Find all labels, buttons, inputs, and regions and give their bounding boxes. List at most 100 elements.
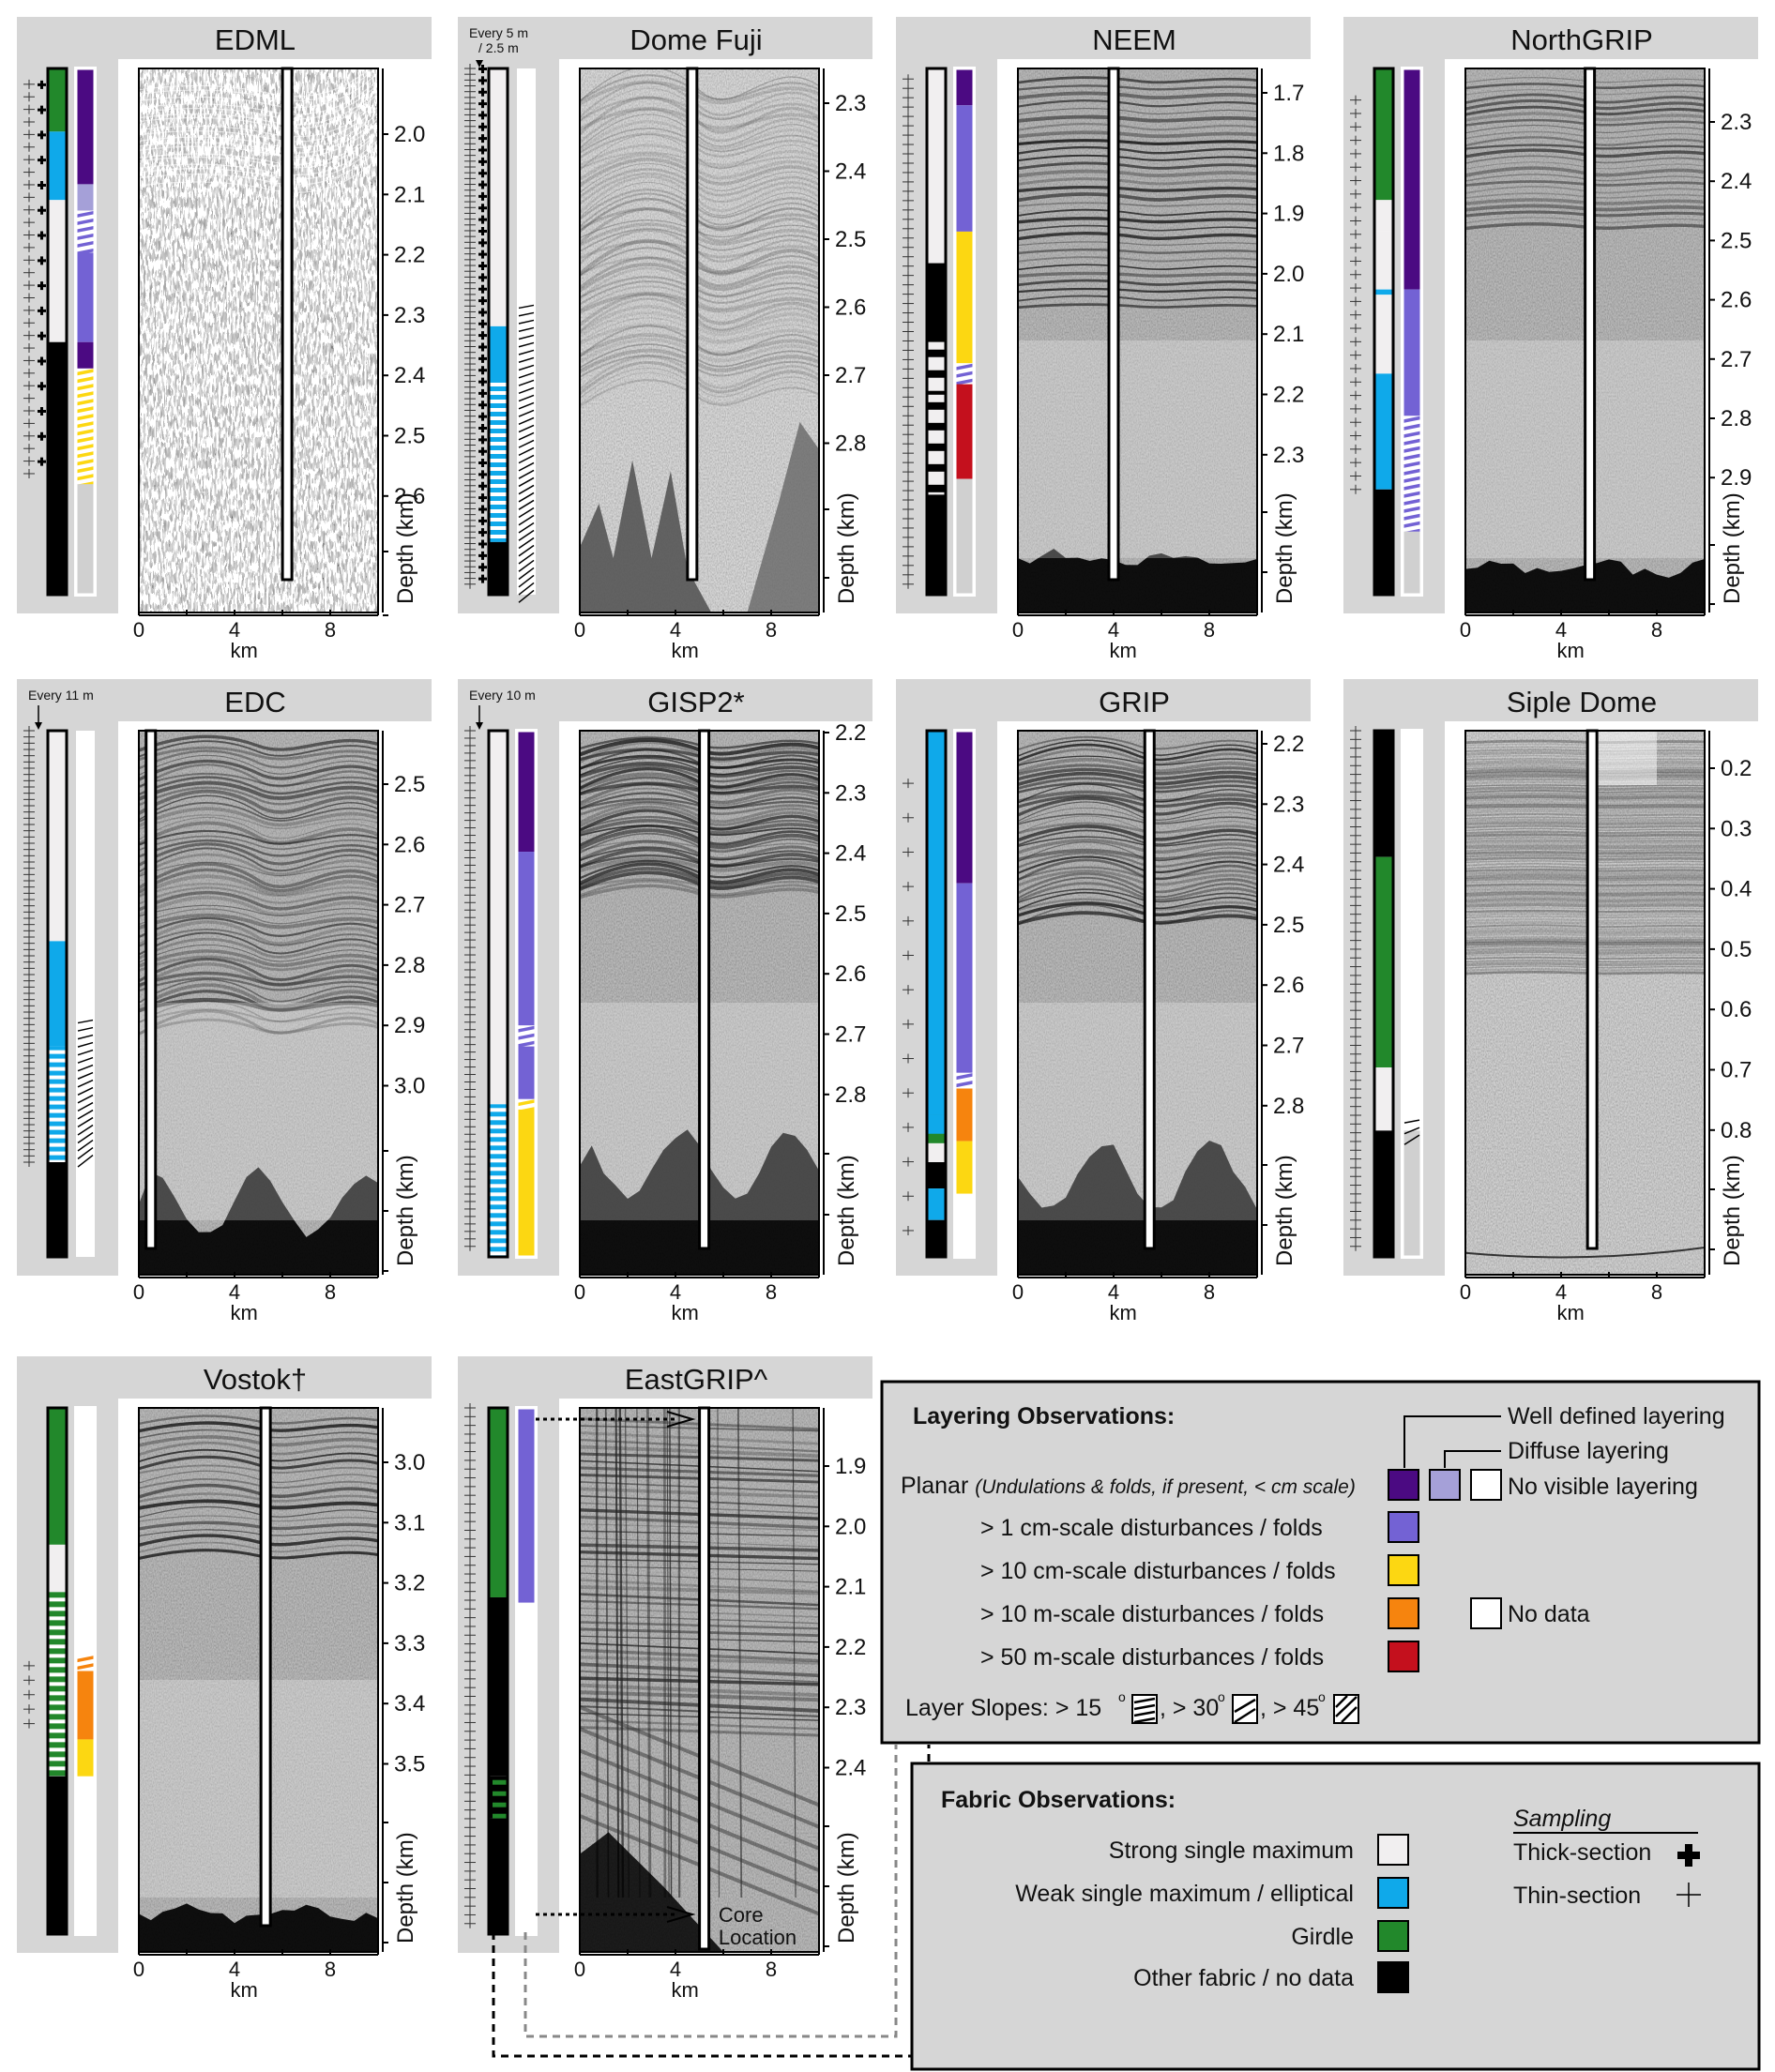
km-tick-label: 4 <box>1108 1280 1119 1304</box>
other-label: Other fabric / no data <box>1133 1965 1354 1991</box>
km-axis: 0 4 8 km <box>133 1949 379 2002</box>
km-axis-label: km <box>231 1301 258 1324</box>
km-axis: 0 4 8 km <box>1012 610 1258 662</box>
depth-tick-label: 1.9 <box>835 1454 866 1479</box>
km-tick-label: 4 <box>670 618 681 642</box>
depth-tick-label: 2.5 <box>1721 228 1752 253</box>
fabric-legend: Fabric Observations: Strong single maxim… <box>910 1762 1761 2071</box>
layering-legend-title: Layering Observations: <box>913 1403 1175 1429</box>
radar-image <box>139 1408 378 1952</box>
depth-tick-label: 2.1 <box>1273 322 1304 347</box>
depth-tick-label: 2.1 <box>394 182 425 207</box>
depth-tick-label: 2.3 <box>1721 110 1752 135</box>
swatch-weak <box>1377 1877 1409 1909</box>
planar-note: (Undulations & folds, if present, < cm s… <box>975 1476 1356 1498</box>
swatch-strong <box>1377 1834 1409 1866</box>
depth-tick-label: 2.4 <box>1273 853 1304 878</box>
depth-tick-label: 2.4 <box>394 363 425 388</box>
depth-tick-label: 0.8 <box>1721 1118 1752 1143</box>
depth-axis-label: Depth (km) <box>834 1832 859 1943</box>
sampling-marks <box>23 79 46 478</box>
planar-label: Planar <box>901 1473 968 1499</box>
panel-title: EDC <box>224 686 285 718</box>
depth-axis: 0.2 0.3 0.4 0.5 0.6 0.7 0.8 Depth (km) <box>1708 731 1752 1275</box>
panel-gisp2: GISP2* Every 10 m 2.2 2.3 2.4 2.5 2.6 2.7 2.8 Dep… <box>458 679 872 1324</box>
panel-title: GISP2* <box>647 686 744 718</box>
layering-column <box>953 729 976 1259</box>
fabric-column <box>487 67 509 597</box>
depth-tick-label: 2.7 <box>1721 347 1752 372</box>
depth-tick-label: 1.7 <box>1273 81 1304 106</box>
depth-axis: 2.3 2.4 2.5 2.6 2.7 2.8 Depth (km) <box>823 68 866 613</box>
sampling-interval-note: Every 10 m <box>469 688 536 703</box>
km-axis: 0 4 8 km <box>574 1949 820 2002</box>
depth-tick-label: 2.2 <box>394 243 425 268</box>
depth-tick-label: 2.8 <box>835 431 866 457</box>
depth-axis-label: Depth (km) <box>1720 1155 1745 1266</box>
depth-tick-label: 2.6 <box>394 832 425 857</box>
km-tick-label: 4 <box>670 1958 681 1981</box>
thin-section-icon <box>1676 1883 1701 1907</box>
depth-tick-label: 2.4 <box>1721 169 1752 194</box>
core-location-marker <box>144 729 158 1250</box>
core-location-marker <box>259 1406 272 1928</box>
diffuse-label: Diffuse layering <box>1508 1438 1669 1464</box>
depth-tick-label: 2.8 <box>1273 1094 1304 1119</box>
depth-tick-label: 2.9 <box>1721 465 1752 491</box>
depth-tick-label: 2.2 <box>835 1635 866 1660</box>
fabric-column <box>46 1406 68 1936</box>
panel-vostok: Vostok† 3.0 3.1 3.2 3.3 3.4 3.5 Depth (km) 0 4 8 km <box>17 1356 432 2002</box>
thick-section-label: Thick-section <box>1513 1839 1651 1866</box>
thick-section-icon <box>1677 1844 1700 1867</box>
depth-tick-label: 2.0 <box>835 1514 866 1539</box>
depth-tick-label: 2.4 <box>835 1756 866 1781</box>
km-tick-label: 8 <box>1651 1280 1662 1304</box>
depth-axis: 1.7 1.8 1.9 2.0 2.1 2.2 2.3 Depth (km) <box>1261 68 1304 613</box>
fabric-column <box>925 67 948 597</box>
depth-tick-label: 2.1 <box>835 1575 866 1600</box>
km-axis: 0 4 8 km <box>1460 610 1706 662</box>
km-axis: 0 4 8 km <box>133 610 379 662</box>
km-tick-label: 4 <box>229 1958 240 1981</box>
m50-label: > 50 m-scale disturbances / folds <box>980 1644 1324 1671</box>
depth-tick-label: 2.3 <box>1273 443 1304 468</box>
depth-tick-label: 0.2 <box>1721 756 1752 781</box>
depth-axis: 3.0 3.1 3.2 3.3 3.4 3.5 Depth (km) <box>382 1408 425 1952</box>
core-location-marker <box>686 67 699 582</box>
km-tick-label: 0 <box>574 1280 585 1304</box>
km-tick-label: 4 <box>1555 1280 1567 1304</box>
sampling-marks <box>464 64 487 589</box>
depth-tick-label: 2.0 <box>1273 262 1304 287</box>
core-location-marker <box>1107 67 1120 582</box>
panel-title: GRIP <box>1099 686 1170 718</box>
slope30-swatch <box>1232 1694 1258 1724</box>
depth-axis-label: Depth (km) <box>1272 492 1297 604</box>
km-tick-label: 0 <box>1460 618 1471 642</box>
layering-legend: Layering Observations: Well defined laye… <box>880 1380 1761 1745</box>
depth-axis-label: Depth (km) <box>834 1155 859 1266</box>
depth-axis: 2.2 2.3 2.4 2.5 2.6 2.7 2.8 Depth (km) <box>1261 731 1304 1275</box>
panel-edc: EDC Every 11 m 2.5 2.6 2.7 2.8 2.9 3.0 Depth (km… <box>17 679 432 1324</box>
depth-tick-label: 1.8 <box>1273 141 1304 166</box>
depth-tick-label: 2.7 <box>394 893 425 918</box>
core-location-annotation: Core Location <box>719 1903 796 1949</box>
panel-domefuji: Dome Fuji Every 5 m/ 2.5 m 2.3 2.4 2.5 2.6 2.7… <box>458 17 872 662</box>
swatch-cm10 <box>1388 1554 1419 1586</box>
depth-tick-label: 2.8 <box>1721 406 1752 431</box>
radar-image <box>139 68 378 613</box>
depth-tick-label: 2.7 <box>835 1022 866 1048</box>
well-defined-label: Well defined layering <box>1508 1403 1725 1429</box>
svg-text:Planar (Undulations & folds, i: Planar (Undulations & folds, if present,… <box>901 1473 1356 1499</box>
swatch-m50 <box>1388 1641 1419 1672</box>
km-tick-label: 4 <box>670 1280 681 1304</box>
panel-title: EDML <box>215 23 296 56</box>
km-tick-label: 8 <box>766 1958 777 1981</box>
svg-text:o: o <box>1218 1689 1225 1704</box>
core-location-marker <box>1584 67 1597 582</box>
depth-tick-label: 0.5 <box>1721 937 1752 962</box>
radar-image <box>139 731 378 1275</box>
depth-tick-label: 2.2 <box>835 720 866 746</box>
